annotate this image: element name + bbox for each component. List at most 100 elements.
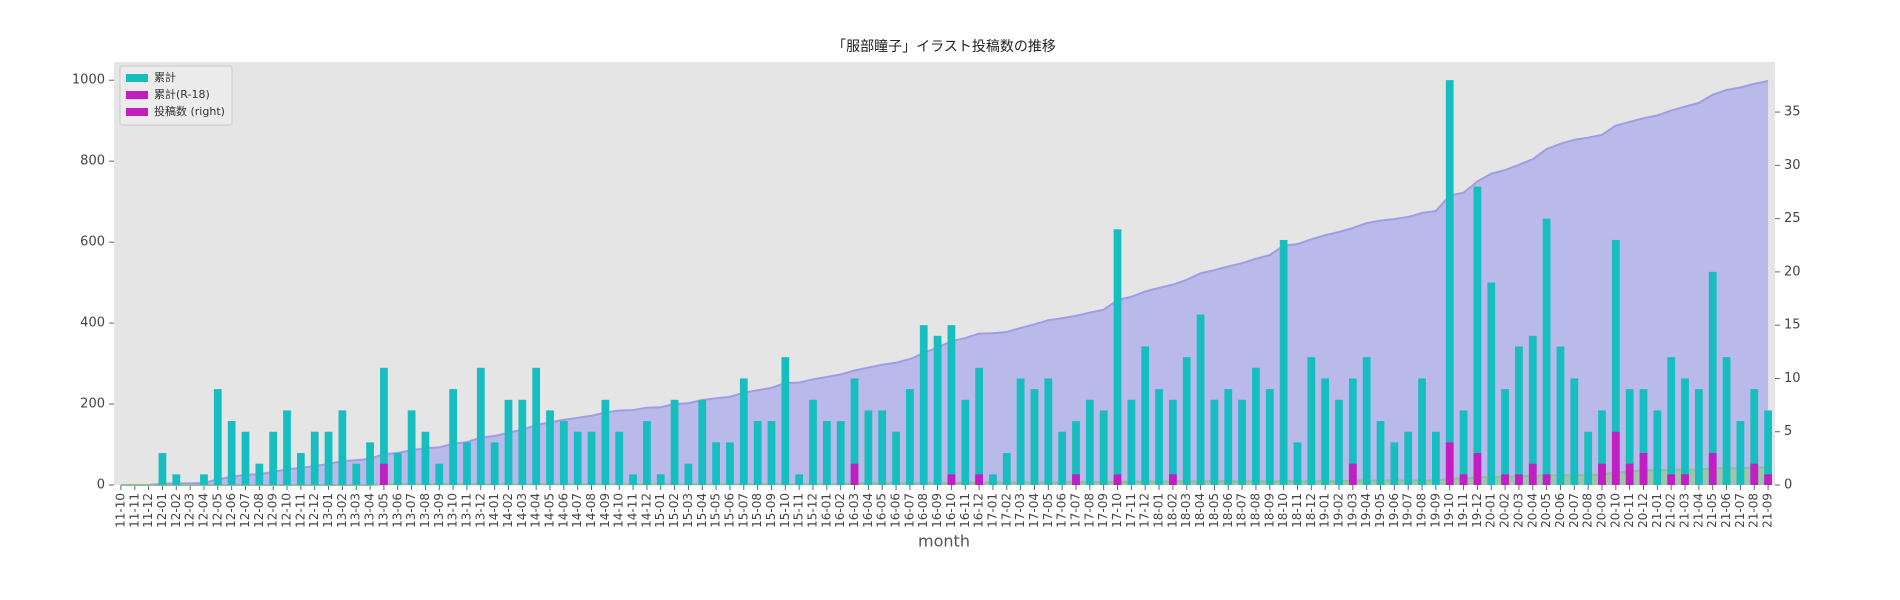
- x-tick-label: 16-03: [847, 493, 861, 528]
- bar: [158, 453, 167, 485]
- y-tick-label: 0: [97, 478, 105, 493]
- x-tick-label: 13-03: [349, 493, 363, 528]
- x-tick-label: 13-11: [459, 493, 473, 528]
- bar: [850, 463, 859, 485]
- bar: [1764, 474, 1772, 485]
- bar: [1515, 346, 1523, 485]
- bar: [227, 421, 236, 485]
- bar: [407, 410, 416, 485]
- bar: [1169, 474, 1177, 485]
- bar: [1293, 442, 1302, 485]
- bar: [1155, 389, 1163, 485]
- bar: [629, 474, 637, 485]
- bar: [1528, 463, 1537, 485]
- bar: [1085, 399, 1094, 485]
- x-tick-label: 19-10: [1442, 493, 1456, 528]
- bar: [1376, 421, 1385, 485]
- x-tick-label: 12-03: [183, 493, 197, 528]
- bar: [1127, 399, 1136, 485]
- bar: [1473, 453, 1482, 485]
- x-tick-label: 13-08: [418, 493, 432, 528]
- x-tick-label: 13-05: [376, 493, 390, 528]
- bar: [1238, 399, 1246, 485]
- x-tick-label: 17-07: [1068, 493, 1082, 528]
- bar: [1750, 463, 1759, 485]
- bar: [1736, 421, 1745, 485]
- x-tick-label: 13-12: [473, 493, 487, 528]
- bar: [283, 410, 291, 485]
- bar: [1639, 453, 1648, 485]
- x-tick-label: 14-11: [626, 493, 640, 528]
- x-tick-label: 16-10: [944, 493, 958, 528]
- bar: [1667, 357, 1676, 485]
- x-tick-label: 12-05: [210, 493, 224, 528]
- x-tick-label: 15-03: [681, 493, 695, 528]
- bar: [1182, 357, 1191, 485]
- x-tick-label: 18-08: [1248, 493, 1262, 528]
- bar: [1307, 357, 1316, 485]
- bar: [989, 474, 997, 485]
- bar: [1611, 431, 1620, 485]
- bar: [961, 399, 970, 485]
- x-tick-label: 12-06: [224, 493, 238, 528]
- x-tick-label: 19-07: [1401, 493, 1415, 528]
- x-tick-label: 18-01: [1152, 493, 1166, 528]
- bar: [1681, 474, 1689, 485]
- bar: [1445, 80, 1454, 486]
- bar: [809, 399, 817, 485]
- bar: [1044, 378, 1053, 485]
- x-tick-label: 14-04: [529, 493, 543, 528]
- x-tick-label: 14-12: [639, 493, 653, 528]
- bar: [892, 431, 900, 485]
- x-tick-label: 17-04: [1027, 493, 1041, 528]
- x-tick-label: 12-11: [293, 493, 307, 528]
- bar: [1681, 378, 1689, 485]
- bar: [1459, 474, 1468, 485]
- x-tick-label: 13-01: [321, 493, 335, 528]
- x-tick-label: 20-01: [1484, 493, 1498, 528]
- x-tick-label: 17-10: [1110, 493, 1124, 528]
- bar: [1611, 239, 1620, 485]
- x-tick-label: 18-10: [1276, 493, 1290, 528]
- bar: [546, 410, 554, 485]
- bar: [1445, 442, 1454, 485]
- x-tick-label: 13-10: [446, 493, 460, 528]
- x-tick-label: 14-08: [584, 493, 598, 528]
- y-tick-label: 200: [80, 397, 105, 412]
- x-tick-label: 21-01: [1650, 493, 1664, 528]
- y2-tick-label: 0: [1784, 478, 1792, 493]
- bar: [1639, 389, 1648, 485]
- x-tick-label: 17-01: [985, 493, 999, 528]
- bar: [1265, 389, 1274, 485]
- x-tick-label: 16-06: [889, 493, 903, 528]
- bar: [947, 474, 956, 485]
- x-tick-label: 15-08: [750, 493, 764, 528]
- x-tick-label: 20-04: [1525, 493, 1539, 528]
- bar: [504, 399, 513, 485]
- x-tick-label: 15-06: [722, 493, 736, 528]
- x-tick-label: 19-08: [1415, 493, 1429, 528]
- y-tick-label: 400: [80, 316, 105, 331]
- x-tick-label: 21-08: [1747, 493, 1761, 528]
- bar: [1653, 410, 1662, 485]
- x-tick-label: 12-04: [196, 493, 210, 528]
- x-tick-label: 19-02: [1331, 493, 1345, 528]
- x-tick-label: 20-07: [1567, 493, 1581, 528]
- x-tick-label: 15-09: [764, 493, 778, 528]
- x-tick-label: 19-01: [1318, 493, 1332, 528]
- x-tick-label: 18-03: [1179, 493, 1193, 528]
- x-tick-label: 17-06: [1055, 493, 1069, 528]
- bar: [712, 442, 720, 485]
- bar: [1002, 453, 1011, 485]
- x-tick-label: 14-02: [501, 493, 515, 528]
- legend-label: 累計(R-18): [154, 87, 210, 101]
- bar: [1750, 389, 1759, 485]
- bar: [421, 431, 430, 485]
- bar: [656, 474, 665, 485]
- y2-tick-label: 35: [1784, 105, 1801, 120]
- bar: [435, 463, 444, 485]
- x-tick-label: 18-07: [1235, 493, 1249, 528]
- bar: [1515, 474, 1523, 485]
- x-tick-label: 20-06: [1553, 493, 1567, 528]
- bar: [338, 410, 347, 485]
